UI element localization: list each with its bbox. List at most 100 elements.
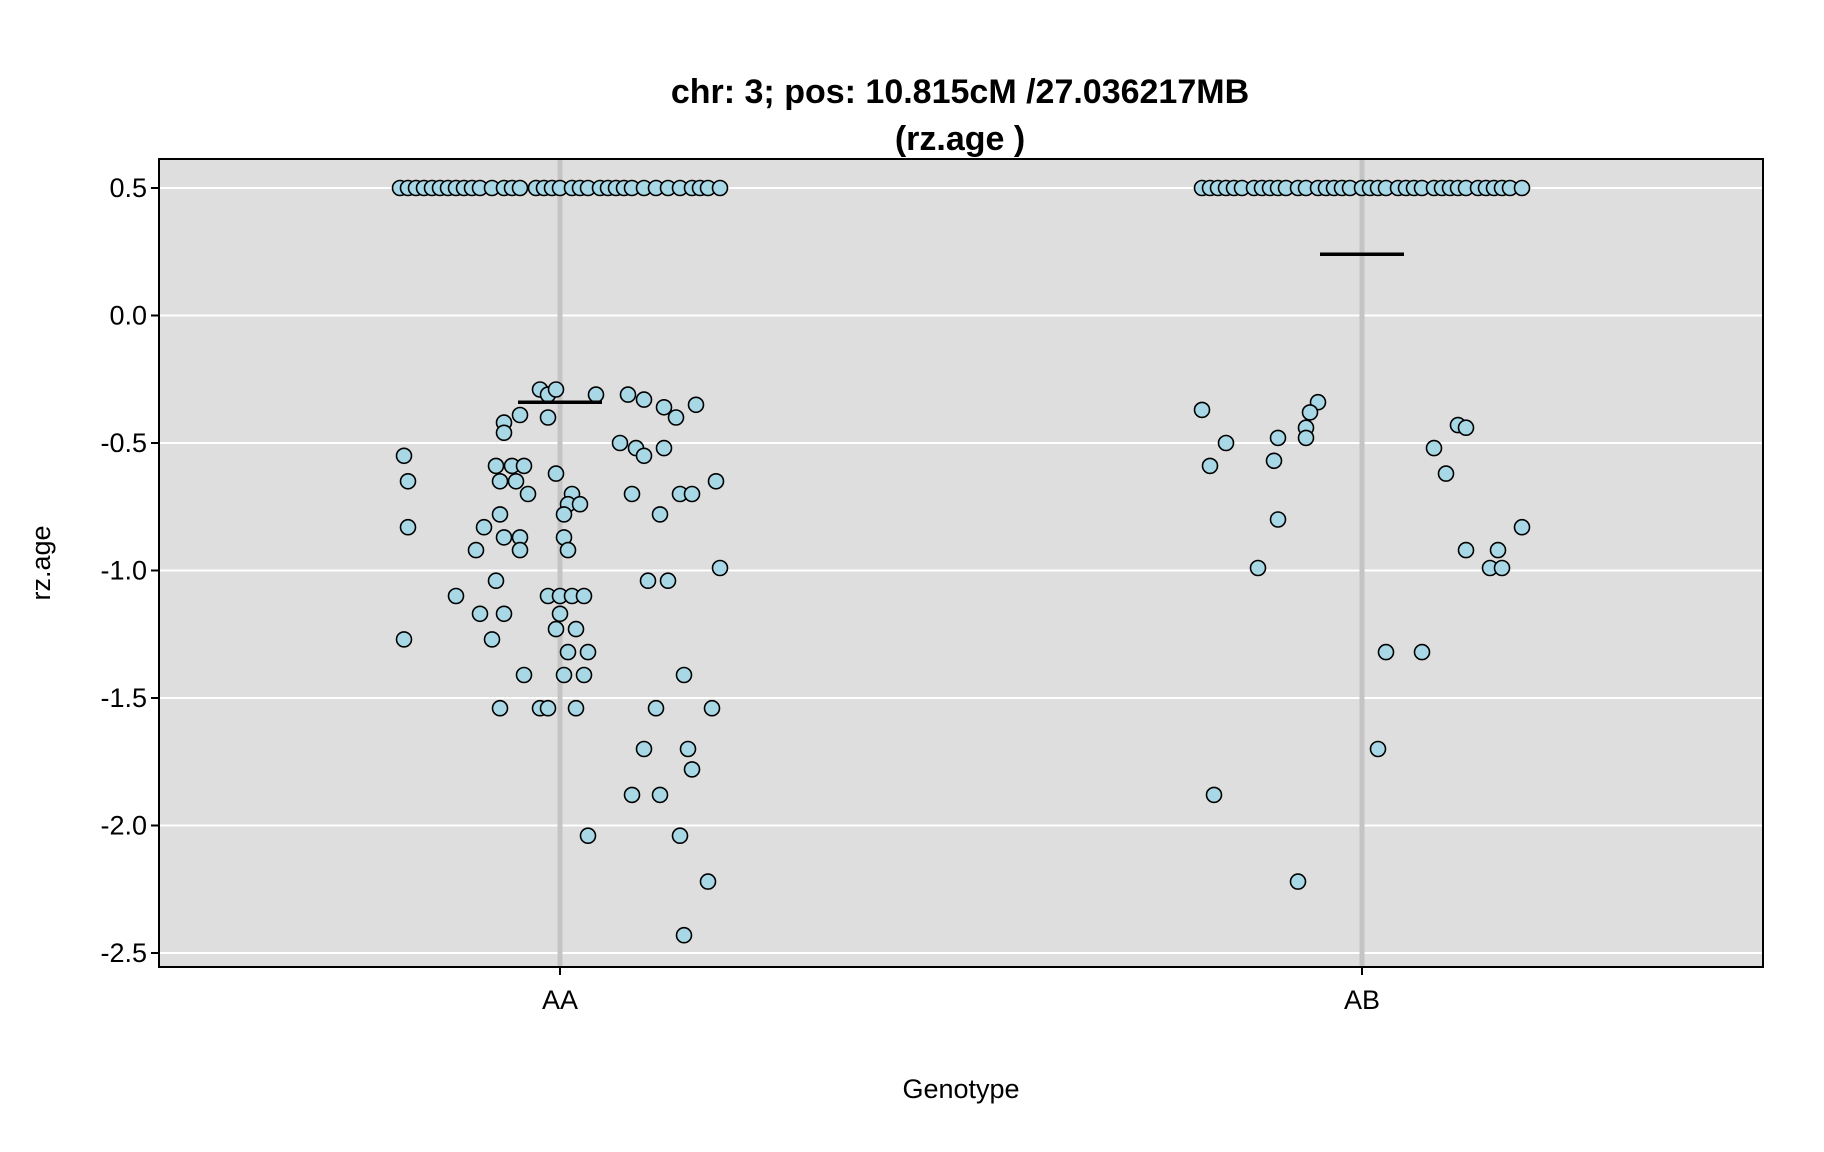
data-point xyxy=(547,465,565,482)
data-point xyxy=(495,424,513,442)
data-point xyxy=(491,699,509,717)
data-point xyxy=(659,572,677,590)
data-point xyxy=(1289,873,1307,890)
chart-title-line-1: chr: 3; pos: 10.815cM /27.036217MB xyxy=(671,73,1249,111)
data-point xyxy=(1201,457,1219,475)
data-point xyxy=(635,391,653,408)
data-point xyxy=(567,699,585,717)
data-point xyxy=(511,541,529,559)
data-point xyxy=(647,699,665,717)
y-axis-label: rz.age xyxy=(26,525,56,600)
data-point xyxy=(475,518,493,536)
data-point xyxy=(579,827,597,845)
data-point xyxy=(511,406,529,424)
data-point xyxy=(635,740,653,758)
data-point xyxy=(399,472,417,490)
data-point xyxy=(703,699,721,717)
data-point xyxy=(1265,452,1283,470)
chart-title-line-2: (rz.age ) xyxy=(895,120,1025,158)
y-axis-ticks: 0.5 0.0 -0.5 -1.0 -1.5 -2.0 -2.5 xyxy=(100,173,159,968)
data-point xyxy=(555,666,573,684)
y-tick-label: -1.0 xyxy=(100,556,147,586)
data-point xyxy=(571,495,589,513)
data-point xyxy=(687,396,705,414)
data-point xyxy=(1193,401,1211,419)
data-point xyxy=(651,786,669,804)
data-point xyxy=(667,409,685,426)
data-point xyxy=(1269,511,1287,528)
data-point xyxy=(575,587,593,605)
data-point xyxy=(639,572,657,590)
data-point xyxy=(1437,465,1455,482)
data-point xyxy=(671,827,689,845)
data-point xyxy=(559,643,577,661)
data-point xyxy=(495,529,513,546)
data-point xyxy=(1489,541,1507,559)
data-point xyxy=(679,740,697,758)
plot-panel xyxy=(159,159,1763,967)
data-point xyxy=(567,620,585,638)
data-point xyxy=(1217,434,1235,452)
data-point xyxy=(707,472,725,490)
data-point xyxy=(495,605,513,623)
data-point xyxy=(515,457,533,475)
data-point xyxy=(539,409,557,426)
x-tick-label: AA xyxy=(542,985,578,1015)
data-point xyxy=(471,605,489,623)
data-point xyxy=(651,506,669,523)
data-point xyxy=(447,587,465,605)
data-point xyxy=(1377,643,1395,661)
data-point xyxy=(1205,786,1223,804)
data-point xyxy=(1297,429,1315,447)
y-tick-label: 0.0 xyxy=(109,301,147,331)
data-point xyxy=(515,666,533,684)
data-point xyxy=(511,179,529,197)
data-point xyxy=(711,179,729,197)
data-point xyxy=(399,518,417,536)
data-point xyxy=(579,643,597,661)
data-point xyxy=(395,447,413,465)
data-point xyxy=(575,666,593,684)
data-point xyxy=(1457,541,1475,559)
data-point xyxy=(699,873,717,890)
data-point xyxy=(551,605,569,623)
data-point xyxy=(1493,559,1511,577)
data-point xyxy=(507,472,525,490)
data-point xyxy=(611,434,629,452)
data-point xyxy=(683,761,701,778)
data-point xyxy=(623,786,641,804)
data-point xyxy=(547,381,565,398)
data-point xyxy=(491,506,509,523)
y-tick-label: -2.5 xyxy=(100,938,147,968)
data-point xyxy=(623,485,641,503)
data-point xyxy=(1369,740,1387,758)
data-point xyxy=(1301,404,1319,421)
data-point xyxy=(487,572,505,590)
category-lines xyxy=(557,159,1365,967)
data-point xyxy=(1269,429,1287,447)
data-point xyxy=(1513,518,1531,536)
chart-title: chr: 3; pos: 10.815cM /27.036217MB (rz.a… xyxy=(671,73,1249,158)
data-point xyxy=(491,472,509,490)
data-point xyxy=(487,457,505,475)
data-point xyxy=(619,386,637,403)
data-point xyxy=(547,620,565,638)
data-point xyxy=(559,541,577,559)
y-tick-label: -2.0 xyxy=(100,811,147,841)
data-point xyxy=(555,506,573,523)
x-axis-ticks: AA AB xyxy=(542,967,1380,1015)
data-point xyxy=(635,447,653,465)
data-point xyxy=(587,386,605,403)
data-point xyxy=(467,541,485,559)
data-point xyxy=(395,631,413,648)
data-point xyxy=(675,666,693,684)
data-point xyxy=(1457,419,1475,437)
data-point xyxy=(675,926,693,944)
mean-lines xyxy=(518,252,1404,404)
data-point xyxy=(711,559,729,577)
data-point xyxy=(1425,439,1443,457)
data-point xyxy=(539,699,557,717)
data-point xyxy=(655,398,673,416)
data-point xyxy=(655,439,673,457)
